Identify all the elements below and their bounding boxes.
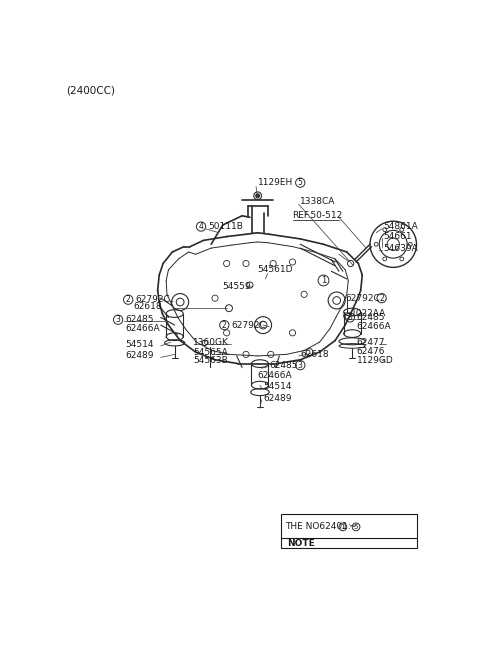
Text: REF.50-512: REF.50-512 xyxy=(292,211,343,220)
Text: 5: 5 xyxy=(354,524,358,530)
Text: 62466A: 62466A xyxy=(357,322,392,331)
Text: 1129GD: 1129GD xyxy=(357,356,394,365)
Text: 62489: 62489 xyxy=(263,394,291,403)
Text: 62792C: 62792C xyxy=(135,295,170,304)
Text: 1338CA: 1338CA xyxy=(300,197,336,207)
Text: 1: 1 xyxy=(341,524,345,530)
Text: 62489: 62489 xyxy=(125,352,154,360)
Text: 1129EH: 1129EH xyxy=(258,178,293,187)
Circle shape xyxy=(256,194,260,197)
Text: 62466A: 62466A xyxy=(125,325,160,333)
Text: 62792C: 62792C xyxy=(231,321,266,329)
Text: 62618: 62618 xyxy=(300,350,329,359)
Text: 54661: 54661 xyxy=(383,232,412,241)
Text: 54561D: 54561D xyxy=(258,265,293,274)
Text: 2: 2 xyxy=(379,294,384,302)
Text: 1: 1 xyxy=(321,276,326,285)
Text: 54861A: 54861A xyxy=(383,222,418,231)
Text: 62466A: 62466A xyxy=(258,371,292,380)
Text: 62485: 62485 xyxy=(125,316,154,324)
Text: 62476: 62476 xyxy=(357,347,385,356)
Text: 2: 2 xyxy=(222,321,227,329)
Text: 4: 4 xyxy=(199,222,204,231)
Text: 5: 5 xyxy=(298,178,303,187)
Text: 3: 3 xyxy=(116,316,120,324)
Text: 62618: 62618 xyxy=(133,302,162,311)
Text: 1360GK: 1360GK xyxy=(193,338,229,347)
Text: 54514: 54514 xyxy=(263,382,291,391)
Text: 50111B: 50111B xyxy=(208,222,243,231)
Text: THE NO62401:: THE NO62401: xyxy=(285,522,353,531)
Text: 62485: 62485 xyxy=(357,313,385,322)
Text: 3: 3 xyxy=(298,361,303,370)
Text: 62485: 62485 xyxy=(269,361,298,370)
Text: 54514: 54514 xyxy=(125,340,154,349)
Text: ~: ~ xyxy=(348,522,356,531)
Text: 62792C: 62792C xyxy=(345,294,380,302)
Text: 54639A: 54639A xyxy=(383,243,418,253)
Text: 1022AA: 1022AA xyxy=(350,309,386,318)
Text: 3: 3 xyxy=(348,313,352,322)
Text: 62477: 62477 xyxy=(357,338,385,346)
Text: 2: 2 xyxy=(126,295,131,304)
Text: NOTE: NOTE xyxy=(287,539,315,548)
Text: (2400CC): (2400CC) xyxy=(66,85,115,95)
Text: 54563B: 54563B xyxy=(193,356,228,365)
Text: 54565A: 54565A xyxy=(193,348,228,357)
Text: 54559: 54559 xyxy=(223,282,252,291)
